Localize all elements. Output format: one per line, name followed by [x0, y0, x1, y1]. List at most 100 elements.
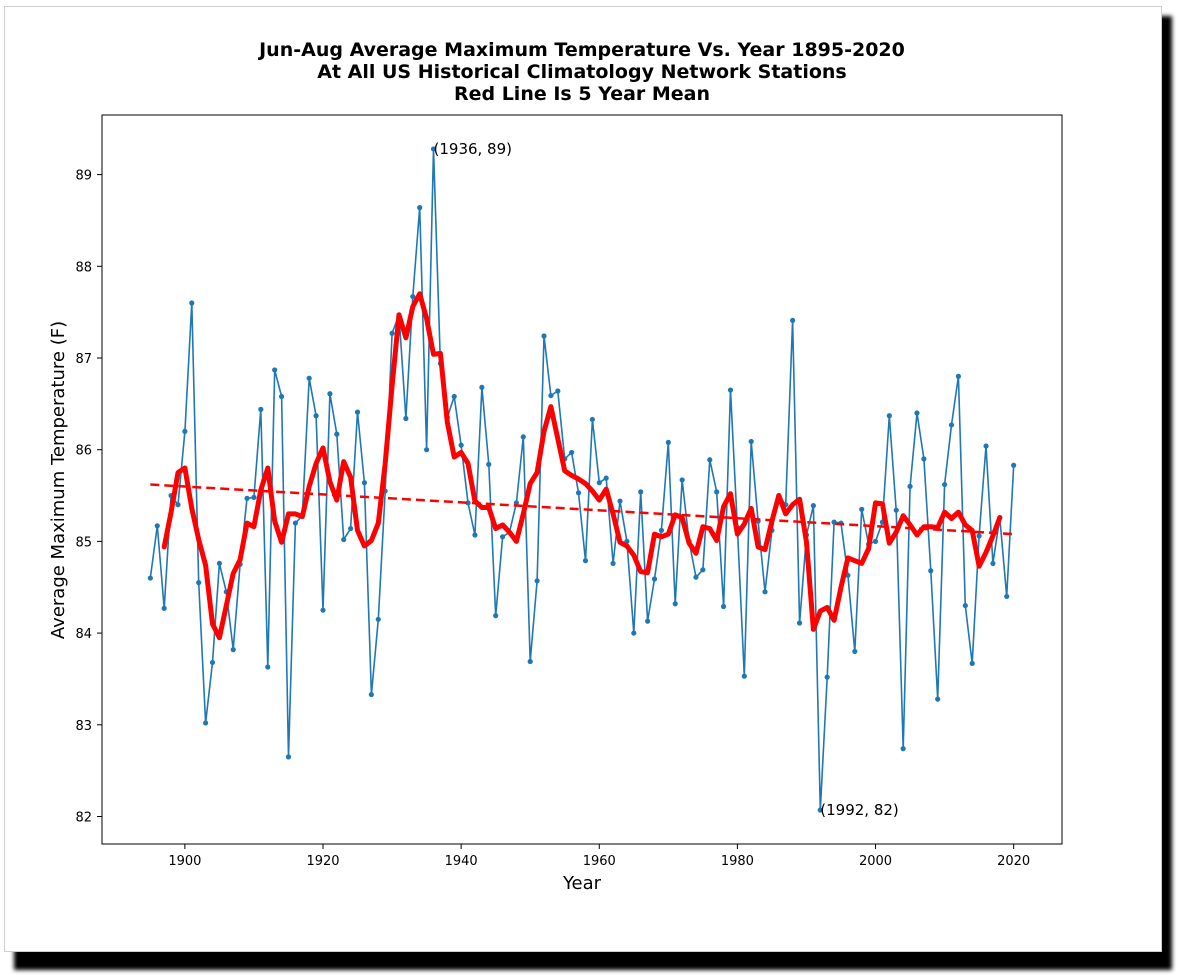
annual-point — [748, 438, 754, 445]
annual-point — [589, 416, 595, 423]
annual-point — [375, 616, 381, 622]
annual-point — [810, 503, 816, 509]
annotations: (1936, 89) (1992, 82) — [434, 140, 899, 819]
annual-point — [196, 580, 202, 586]
annual-point — [645, 618, 651, 624]
annual-point — [955, 373, 962, 379]
y-tick-label: 82 — [75, 810, 92, 825]
annual-point — [948, 422, 955, 428]
annual-point — [230, 647, 236, 653]
annual-point — [941, 481, 948, 488]
annual-point — [479, 384, 485, 390]
annual-point — [334, 431, 340, 437]
annual-point — [790, 317, 796, 324]
annual-point — [796, 620, 803, 626]
annual-point — [631, 630, 637, 636]
y-tick-label: 88 — [75, 260, 92, 275]
annual-point — [817, 807, 823, 813]
annual-point — [513, 500, 519, 506]
annual-point — [852, 648, 858, 655]
x-axis-ticks: 1900 1920 1940 1960 1980 2000 2020 — [168, 844, 1030, 869]
annual-point — [154, 523, 160, 529]
y-tick-label: 87 — [75, 352, 92, 367]
annual-point — [189, 300, 195, 306]
x-axis-label: Year — [562, 873, 602, 894]
annual-point — [216, 560, 223, 567]
x-tick-label: 2000 — [859, 854, 892, 869]
annual-point — [976, 533, 982, 539]
annual-point — [341, 536, 347, 543]
annual-point — [617, 498, 623, 504]
annual-point — [859, 506, 865, 512]
annual-point — [147, 575, 153, 581]
y-tick-label: 83 — [75, 719, 92, 734]
annual-point — [258, 406, 264, 412]
annual-point — [327, 391, 333, 397]
annual-point — [741, 673, 747, 679]
y-tick-label: 86 — [75, 444, 92, 459]
annual-point — [962, 602, 968, 609]
chart-title: Jun-Aug Average Maximum Temperature Vs. … — [257, 39, 905, 105]
annual-point — [610, 560, 616, 567]
x-tick-label: 1960 — [583, 854, 616, 869]
title-line-1: Jun-Aug Average Maximum Temperature Vs. … — [257, 39, 905, 61]
annual-point — [575, 490, 582, 496]
annual-point — [983, 443, 989, 449]
five-year-mean-line — [161, 291, 1003, 641]
annual-point — [548, 392, 554, 399]
title-line-3: Red Line Is 5 Year Mean — [454, 83, 710, 105]
annual-point — [278, 393, 285, 400]
annual-point — [410, 293, 416, 300]
annual-point — [182, 428, 188, 434]
annual-point — [354, 409, 361, 415]
annual-point — [292, 520, 298, 526]
annual-point — [472, 532, 478, 538]
annotation-label: (1936, 89) — [434, 140, 513, 158]
annual-point — [935, 696, 941, 702]
annual-point — [209, 659, 216, 666]
annual-point — [555, 388, 561, 394]
y-axis-label: Average Maximum Temperature (F) — [48, 321, 69, 639]
annual-point — [534, 578, 540, 584]
annual-point — [679, 477, 685, 483]
annual-point — [1004, 593, 1010, 600]
annual-point — [596, 480, 602, 486]
annual-point — [658, 527, 665, 533]
x-tick-label: 1940 — [445, 854, 478, 869]
annual-point — [161, 605, 167, 611]
x-tick-label: 1900 — [168, 854, 201, 869]
annual-point — [582, 558, 589, 564]
annual-point — [320, 607, 326, 613]
annual-point — [1011, 462, 1017, 468]
annual-point — [486, 461, 492, 467]
annual-point — [389, 330, 395, 336]
annual-point — [272, 367, 278, 373]
annual-point — [969, 660, 975, 666]
annual-point — [907, 483, 913, 489]
five-year-mean-series — [161, 291, 1003, 641]
annual-point — [499, 534, 506, 540]
annual-point — [693, 574, 699, 580]
annual-point — [872, 538, 879, 544]
annual-point — [824, 674, 830, 680]
annual-point — [900, 746, 906, 752]
annotation-label: (1992, 82) — [820, 801, 899, 819]
annual-point — [430, 146, 437, 152]
annual-point — [175, 502, 181, 508]
annual-point — [361, 480, 368, 486]
y-axis-ticks: 82 83 84 85 86 87 88 89 — [75, 169, 102, 825]
annual-point — [424, 447, 430, 453]
annual-point — [520, 434, 526, 440]
annual-point — [265, 664, 271, 670]
x-tick-label: 2020 — [997, 854, 1030, 869]
annual-point — [714, 489, 720, 495]
annual-point — [313, 413, 319, 419]
annual-point — [990, 560, 996, 567]
annual-point — [417, 205, 423, 211]
y-tick-label: 84 — [75, 627, 92, 642]
annual-point — [527, 658, 533, 665]
x-tick-label: 1980 — [721, 854, 754, 869]
annual-point — [493, 613, 499, 619]
annual-point — [672, 601, 678, 607]
